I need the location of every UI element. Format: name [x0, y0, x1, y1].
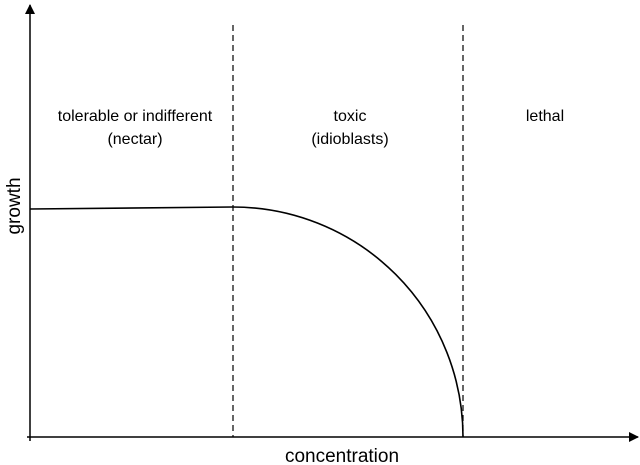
- zone-label: (nectar): [107, 131, 162, 148]
- zone-label: tolerable or indifferent: [58, 108, 213, 125]
- zone-label: toxic: [334, 108, 367, 125]
- y-axis-label: growth: [4, 177, 25, 234]
- zone-label: (idioblasts): [311, 131, 388, 148]
- zone-label: lethal: [526, 108, 564, 125]
- growth-curve: [29, 206, 464, 438]
- x-axis-label: concentration: [285, 446, 399, 465]
